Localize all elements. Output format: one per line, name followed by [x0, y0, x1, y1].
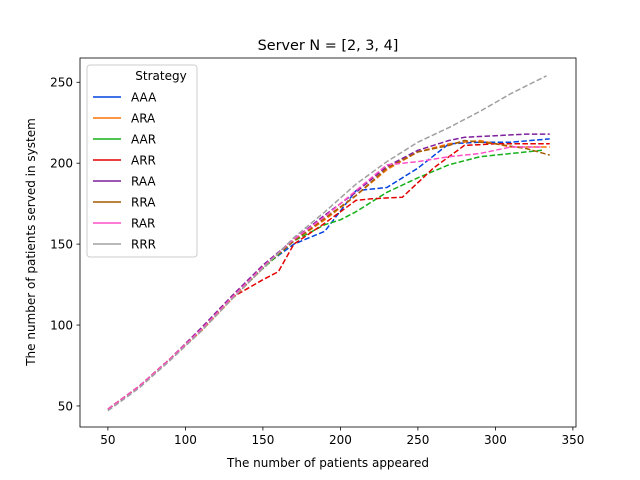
- x-axis-label: The number of patients appeared: [226, 456, 429, 470]
- series-line-aar: [107, 149, 542, 410]
- legend-title: Strategy: [135, 69, 186, 83]
- series-lines: [107, 75, 550, 412]
- y-axis-ticks: 50 100 150 200 250: [50, 76, 80, 413]
- legend-label-arr: ARR: [131, 153, 156, 167]
- series-line-rrr: [107, 75, 547, 412]
- plot-frame: [79, 57, 577, 428]
- y-axis-label: The number of patients served in system: [24, 118, 38, 367]
- legend-label-ara: ARA: [131, 111, 156, 125]
- series-line-rra: [107, 139, 550, 410]
- legend: Strategy AAA ARA AAR ARR RAA RRA RAR RRR: [86, 64, 198, 258]
- x-tick-label: 150: [251, 433, 274, 447]
- legend-label-rra: RRA: [131, 195, 156, 209]
- x-axis-ticks: 50 100 150 200 250 300 350: [100, 427, 584, 447]
- legend-label-rar: RAR: [131, 216, 155, 230]
- x-tick-label: 200: [329, 433, 352, 447]
- x-tick-label: 350: [561, 433, 584, 447]
- y-tick-label: 50: [58, 399, 73, 413]
- legend-label-rrr: RRR: [131, 237, 156, 251]
- series-line-rar: [107, 146, 542, 410]
- legend-label-aar: AAR: [131, 132, 156, 146]
- legend-box: [86, 64, 198, 258]
- series-line-ara: [107, 139, 550, 410]
- legend-label-aaa: AAA: [131, 90, 157, 104]
- y-tick-label: 200: [50, 156, 73, 170]
- chart-title: Server N = [2, 3, 4]: [258, 38, 399, 54]
- y-tick-label: 150: [50, 237, 73, 251]
- legend-label-raa: RAA: [131, 174, 156, 188]
- x-tick-label: 250: [406, 433, 429, 447]
- series-line-arr: [107, 143, 550, 410]
- series-line-aaa: [107, 138, 550, 410]
- y-tick-label: 250: [50, 76, 73, 90]
- x-tick-label: 300: [484, 433, 507, 447]
- x-tick-label: 50: [100, 433, 115, 447]
- y-tick-label: 100: [50, 318, 73, 332]
- x-tick-label: 100: [174, 433, 197, 447]
